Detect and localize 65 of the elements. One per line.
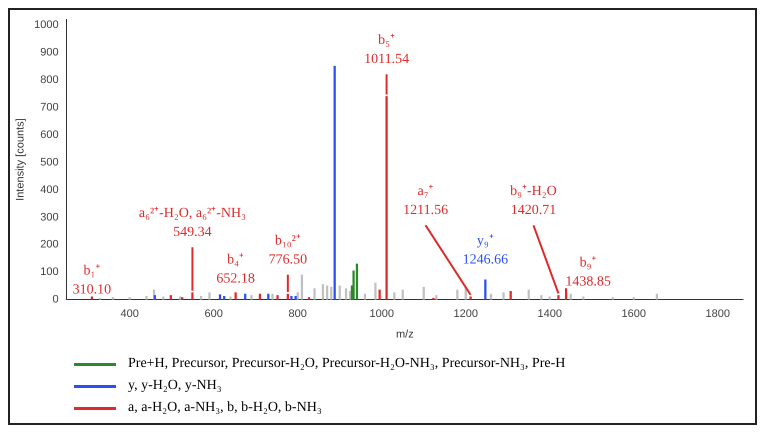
bar — [128, 297, 131, 300]
bar — [267, 294, 270, 300]
bar — [296, 292, 299, 300]
legend-label: Pre+H, Precursor, Precursor-H₂O, Precursor-H₂O-NH₃, Precursor-NH₃, Pre-H — [128, 356, 566, 372]
y-tick-label: 800 — [40, 74, 59, 86]
bar — [548, 296, 551, 300]
y-tick-label: 700 — [40, 101, 59, 114]
x-tick-label: 1200 — [454, 308, 478, 320]
x-tick-label: 1400 — [538, 308, 562, 320]
bar — [181, 297, 184, 300]
x-tick-label: 1800 — [706, 308, 730, 320]
bar — [528, 290, 530, 300]
bar — [223, 296, 226, 300]
legend-label: a, a-H₂O, a-NH₃, b, b-H₂O, b-NH₃ — [128, 400, 322, 416]
annotation: b₅⁺ 1011.54 — [364, 32, 410, 67]
x-tick-label: 1600 — [622, 308, 646, 320]
bar — [326, 286, 328, 300]
x-tick-label: 800 — [288, 308, 307, 320]
bar — [484, 280, 486, 300]
bar — [162, 296, 164, 300]
annotation: a₇⁺ 1211.56 — [403, 184, 448, 218]
y-tick-label: 400 — [40, 184, 59, 196]
x-tick-label: 400 — [120, 308, 139, 320]
annotation: b₉⁺-H₂O 1420.71 — [510, 184, 557, 218]
bar — [154, 295, 156, 300]
bar — [276, 295, 279, 300]
bar — [244, 294, 246, 300]
annotation: b₄⁺ 652.18 — [216, 252, 255, 287]
bar — [338, 286, 341, 300]
bar — [540, 295, 542, 300]
legend-label: y, y-H₂O, y-NH₃ — [128, 378, 222, 394]
bar — [632, 297, 635, 300]
bar — [402, 290, 404, 300]
annotation: b₁₀²⁺ 776.50 — [268, 233, 308, 268]
annotation: a₆²⁺-H₂O, a₆²⁺-NH₃ 549.34 — [138, 206, 246, 240]
bar — [378, 290, 381, 300]
y-tick-label: 200 — [40, 238, 59, 251]
y-tick-label: 900 — [40, 46, 59, 59]
bar — [334, 66, 336, 300]
annotation: b₁⁺ 310.10 — [72, 264, 112, 298]
x-tick-label: 1000 — [369, 308, 394, 320]
bar — [570, 294, 572, 300]
bar — [250, 295, 253, 300]
bar — [456, 290, 458, 300]
y-tick-label: 0 — [52, 294, 59, 306]
y-axis-title: Intensity [counts] — [14, 118, 27, 201]
bar — [510, 291, 512, 300]
bar — [435, 295, 438, 300]
bar — [422, 286, 425, 300]
y-tick-label: 1000 — [34, 19, 59, 32]
x-axis-title: m/z — [396, 328, 414, 340]
bar — [330, 286, 332, 300]
bar — [286, 294, 289, 300]
x-tick-label: 600 — [204, 308, 223, 320]
y-tick-label: 500 — [40, 156, 59, 168]
bar — [170, 295, 172, 300]
y-tick-label: 100 — [40, 266, 59, 278]
annotation: y₉⁺ 1246.66 — [462, 233, 508, 268]
annotation: b₉⁺ 1438.85 — [565, 255, 611, 290]
y-tick-label: 600 — [40, 128, 59, 141]
bar — [112, 297, 114, 300]
bar — [612, 297, 614, 300]
bar — [393, 292, 396, 300]
y-tick-label: 300 — [40, 211, 59, 224]
bar — [582, 296, 584, 300]
